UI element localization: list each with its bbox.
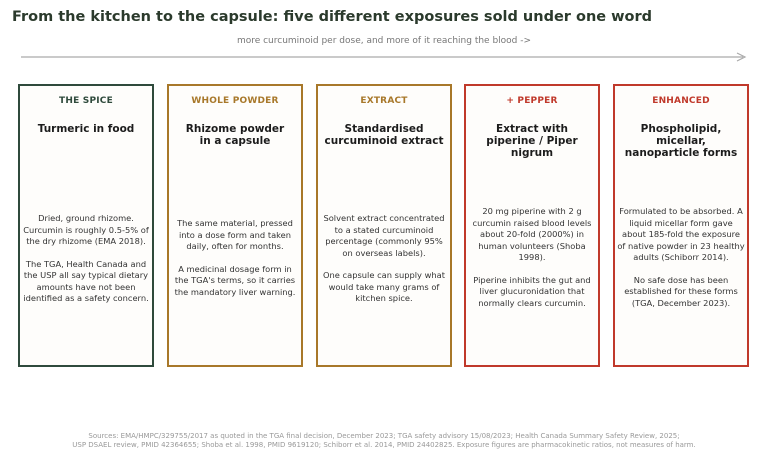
progression-arrow (21, 52, 747, 62)
card-heading: Standardised curcuminoid extract (324, 123, 444, 147)
card-body: Formulated to be absorbed. A liquid mice… (615, 206, 747, 309)
card-body-paragraph: No safe dose has been established for th… (624, 274, 738, 308)
card-body-paragraph: Piperine inhibits the gut and liver gluc… (473, 274, 591, 308)
progression-caption: more curcuminoid per dose, and more of i… (236, 36, 532, 46)
card-body-paragraph: One capsule can supply what would take m… (323, 270, 445, 303)
card-category: ENHANCED (652, 96, 710, 106)
card-pepper: + PEPPER Extract with piperine / Piper n… (464, 84, 600, 367)
card-body-paragraph: Solvent extract concentrated to a stated… (323, 213, 445, 258)
card-body-paragraph: 20 mg piperine with 2 g curcumin raised … (472, 206, 592, 262)
card-body-paragraph: The TGA, Health Canada and the USP all s… (23, 258, 149, 304)
card-body: Dried, ground rhizome. Curcumin is rough… (20, 213, 152, 305)
card-category: EXTRACT (360, 96, 408, 106)
card-body-paragraph: A medicinal dosage form in the TGA's ter… (174, 263, 296, 297)
chart-title: From the kitchen to the capsule: five di… (12, 9, 653, 25)
card-heading: Turmeric in food (37, 123, 135, 135)
card-body: 20 mg piperine with 2 g curcumin raised … (466, 206, 598, 309)
card-spice: THE SPICE Turmeric in food Dried, ground… (18, 84, 154, 367)
card-heading: Rhizome powder in a capsule (185, 123, 285, 147)
card-heading: Extract with piperine / Piper nigrum (486, 123, 578, 159)
card-category: WHOLE POWDER (191, 96, 279, 106)
card-body-paragraph: The same material, pressed into a dose f… (177, 218, 293, 251)
card-body: The same material, pressed into a dose f… (169, 218, 301, 298)
card-body-paragraph: Formulated to be absorbed. A liquid mice… (617, 206, 745, 262)
card-body-paragraph: Dried, ground rhizome. Curcumin is rough… (23, 213, 149, 246)
card-category: THE SPICE (59, 96, 113, 106)
card-heading: Phospholipid, micellar, nanoparticle for… (624, 123, 738, 159)
card-extract: EXTRACT Standardised curcuminoid extract… (316, 84, 452, 367)
card-body: Solvent extract concentrated to a stated… (318, 213, 450, 305)
card-whole-powder: WHOLE POWDER Rhizome powder in a capsule… (167, 84, 303, 367)
card-category: + PEPPER (506, 96, 558, 106)
sources-footnote: Sources: EMA/HMPC/329755/2017 as quoted … (72, 432, 696, 449)
card-enhanced: ENHANCED Phospholipid, micellar, nanopar… (613, 84, 749, 367)
